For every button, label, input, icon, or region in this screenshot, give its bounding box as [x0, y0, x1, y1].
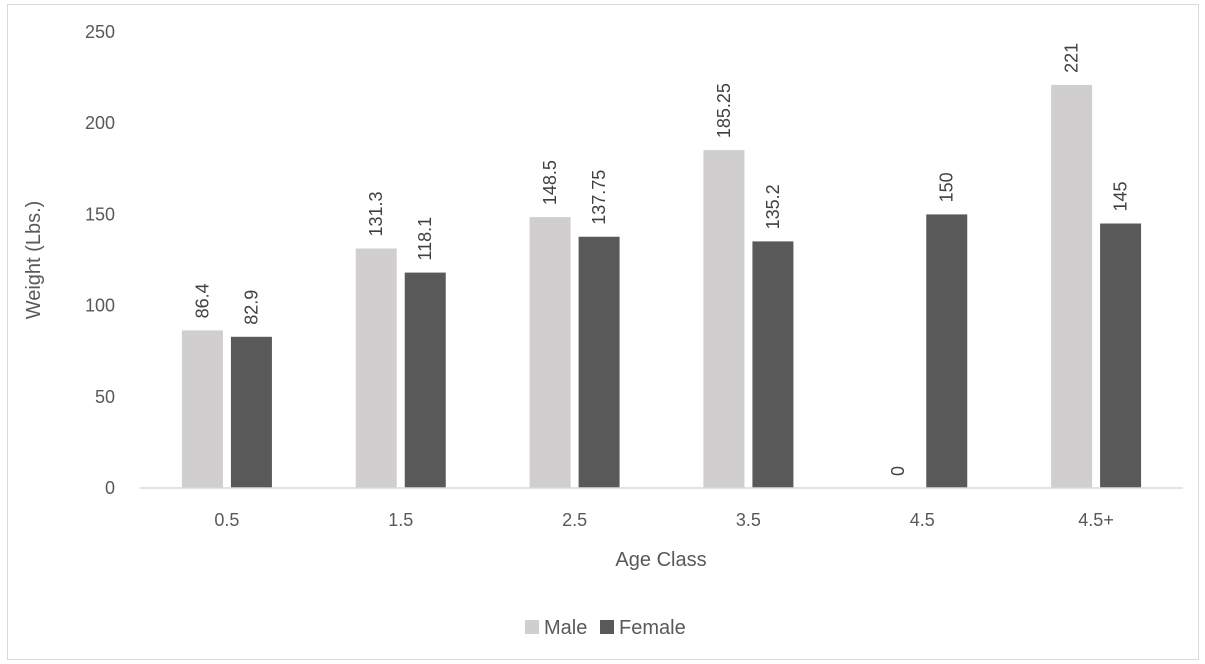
data-label-female-1: 118.1 [415, 217, 435, 261]
data-labels: 86.4 82.9 131.3 118.1 148.5 137.75 185.25 135.2… [192, 43, 1130, 476]
y-axis-ticks: 0 50 100 150 200 250 [85, 22, 115, 498]
data-label-female-5: 145 [1111, 181, 1131, 211]
x-tick-label: 4.5 [910, 510, 935, 530]
legend-swatch-female [600, 620, 614, 634]
data-label-male-0: 86.4 [192, 283, 212, 318]
bar-male-2 [529, 217, 571, 489]
y-tick-label: 250 [85, 22, 115, 42]
bar-male-0 [181, 330, 223, 488]
legend: Male Female [525, 617, 686, 639]
x-tick-label: 3.5 [736, 510, 761, 530]
x-axis-ticks: 0.5 1.5 2.5 3.5 4.5 4.5+ [214, 510, 1113, 530]
bar-female-2 [578, 236, 620, 488]
x-tick-label: 0.5 [214, 510, 239, 530]
y-tick-label: 0 [105, 478, 115, 498]
bar-male-5 [1051, 84, 1093, 489]
bar-male-3 [703, 150, 745, 488]
bar-female-0 [230, 336, 272, 488]
data-label-male-4: 0 [888, 466, 908, 476]
legend-label-male: Male [544, 617, 587, 639]
y-tick-label: 50 [95, 387, 115, 407]
bars [181, 84, 1142, 489]
data-label-female-2: 137.75 [589, 170, 609, 225]
data-label-male-5: 221 [1062, 43, 1082, 73]
data-label-male-3: 185.25 [714, 83, 734, 138]
y-tick-label: 200 [85, 113, 115, 133]
data-label-female-4: 150 [937, 172, 957, 202]
data-label-female-0: 82.9 [241, 290, 261, 325]
y-tick-label: 150 [85, 204, 115, 224]
bar-male-1 [355, 248, 397, 488]
bar-female-3 [752, 241, 794, 488]
x-axis-title: Age Class [615, 549, 706, 571]
bar-female-1 [404, 272, 446, 488]
data-label-male-2: 148.5 [540, 160, 560, 205]
y-tick-label: 100 [85, 296, 115, 316]
data-label-male-1: 131.3 [366, 191, 386, 236]
bar-female-5 [1100, 223, 1142, 488]
legend-swatch-male [525, 620, 539, 634]
y-axis-title: Weight (Lbs.) [23, 201, 45, 320]
x-tick-label: 1.5 [388, 510, 413, 530]
data-label-female-3: 135.2 [763, 184, 783, 229]
x-tick-label: 4.5+ [1078, 510, 1114, 530]
x-tick-label: 2.5 [562, 510, 587, 530]
bar-female-4 [926, 214, 968, 488]
legend-label-female: Female [619, 617, 686, 639]
